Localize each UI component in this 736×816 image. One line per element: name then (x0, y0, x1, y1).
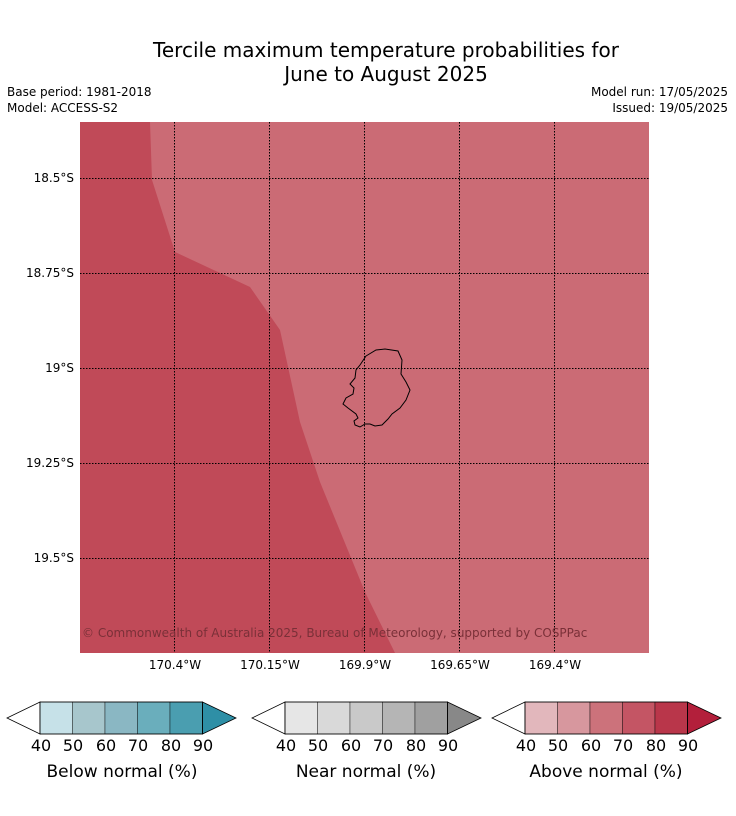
colorbar-above-label: 70 (612, 736, 634, 755)
colorbar-below-label: 80 (160, 736, 182, 755)
colorbar-near-normal-swatches (251, 701, 482, 735)
colorbar-above-label: 80 (645, 736, 667, 755)
colorbar-below-normal-swatches (6, 701, 237, 735)
map-gridlines (80, 122, 649, 653)
lat-tick-label: 18.75°S (26, 266, 74, 280)
colorbar-above-label: 60 (580, 736, 602, 755)
colorbar-above-normal (491, 700, 723, 736)
colorbar-above-label: 50 (547, 736, 569, 755)
colorbar-swatch (169, 701, 203, 735)
issued-date: Issued: 19/05/2025 (612, 101, 728, 115)
colorbar-swatch (317, 701, 351, 735)
colorbar-lower-extend (6, 701, 41, 735)
lat-tick-label: 19.5°S (33, 551, 74, 565)
colorbar-below-label: 60 (95, 736, 117, 755)
colorbar-near-label: 80 (405, 736, 427, 755)
colorbar-swatch (137, 701, 171, 735)
lat-tick-label: 19°S (45, 361, 74, 375)
colorbar-lower-extend (491, 701, 526, 735)
colorbar-swatch (39, 701, 73, 735)
lat-tick-label: 18.5°S (33, 171, 74, 185)
colorbar-swatch (524, 701, 558, 735)
meta-right: Model run: 17/05/2025 Issued: 19/05/2025 (591, 84, 728, 116)
colorbar-outline (284, 701, 448, 735)
colorbar-upper-extend (202, 701, 237, 735)
colorbar-below-label: 40 (30, 736, 52, 755)
model-name: Model: ACCESS-S2 (7, 101, 119, 115)
colorbar-swatch (589, 701, 623, 735)
colorbar-swatch (414, 701, 448, 735)
title-line-1: Tercile maximum temperature probabilitie… (153, 38, 619, 62)
colorbar-swatch (349, 701, 383, 735)
title-line-2: June to August 2025 (284, 62, 488, 86)
colorbar-below-label: 50 (62, 736, 84, 755)
colorbar-swatch (654, 701, 688, 735)
map-canvas (80, 122, 649, 653)
lat-tick-label: 19.25°S (26, 456, 74, 470)
colorbar-near-normal (251, 700, 483, 736)
colorbar-outline (524, 701, 688, 735)
region-70-80-percent (80, 122, 395, 653)
colorbar-swatch (72, 701, 106, 735)
colorbar-swatch (622, 701, 656, 735)
colorbar-lower-extend (251, 701, 286, 735)
model-run: Model run: 17/05/2025 (590, 85, 728, 99)
colorbar-near-label: 40 (275, 736, 297, 755)
lon-tick-label: 169.65°W (430, 658, 490, 672)
colorbar-above-label: 40 (515, 736, 537, 755)
colorbar-swatch (104, 701, 138, 735)
colorbar-upper-extend (447, 701, 482, 735)
colorbar-swatch (284, 701, 318, 735)
colorbar-near-title: Near normal (%) (295, 762, 437, 782)
colorbar-below-normal (6, 700, 238, 736)
colorbar-outline (39, 701, 203, 735)
colorbar-near-label: 70 (372, 736, 394, 755)
colorbar-above-normal-swatches (491, 701, 722, 735)
colorbar-swatch (382, 701, 416, 735)
base-period: Base period: 1981-2018 (7, 85, 152, 99)
colorbar-below-label: 70 (127, 736, 149, 755)
colorbar-upper-extend (687, 701, 722, 735)
colorbar-above-title: Above normal (%) (529, 762, 683, 782)
copyright-notice: © Commonwealth of Australia 2025, Bureau… (82, 626, 588, 640)
meta-left: Base period: 1981-2018 Model: ACCESS-S2 (7, 84, 152, 116)
colorbar-below-label: 90 (192, 736, 214, 755)
lon-tick-label: 169.9°W (338, 658, 392, 672)
lon-tick-label: 170.4°W (148, 658, 202, 672)
colorbar-swatch (557, 701, 591, 735)
chart-title: Tercile maximum temperature probabilitie… (0, 38, 736, 86)
colorbar-below-title: Below normal (%) (46, 762, 198, 782)
colorbar-above-label: 90 (677, 736, 699, 755)
island-coastline (342, 348, 411, 428)
lon-tick-label: 169.4°W (528, 658, 582, 672)
colorbar-near-label: 50 (307, 736, 329, 755)
lon-tick-label: 170.15°W (240, 658, 300, 672)
colorbar-near-label: 60 (340, 736, 362, 755)
colorbar-near-label: 90 (437, 736, 459, 755)
probability-map[interactable] (80, 122, 649, 653)
